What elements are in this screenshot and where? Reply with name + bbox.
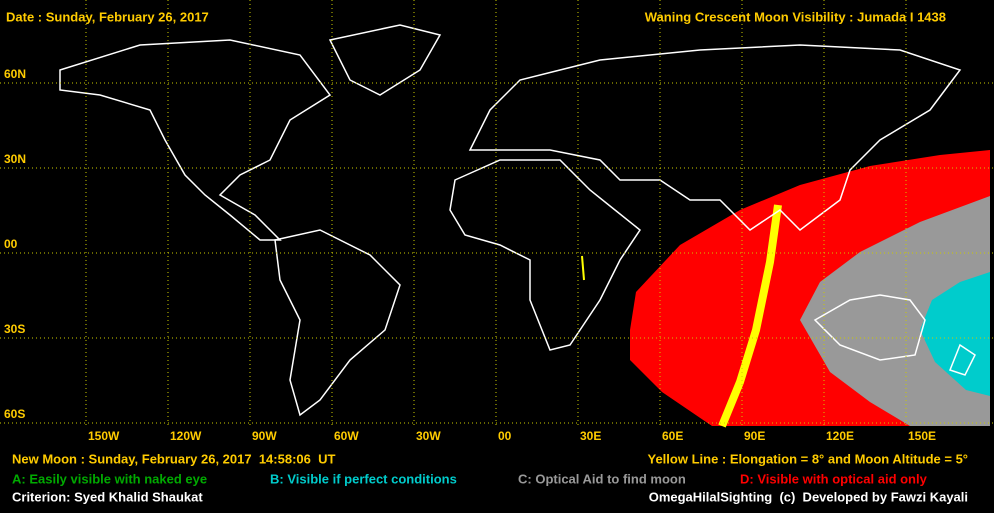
- longitude-label: 60W: [334, 429, 359, 443]
- longitude-label: 150W: [88, 429, 120, 443]
- longitude-label: 30E: [580, 429, 601, 443]
- legend-c: C: Optical Aid to find moon: [518, 471, 686, 486]
- latitude-label: 30N: [4, 152, 26, 166]
- map-title: Waning Crescent Moon Visibility : Jumada…: [645, 9, 946, 24]
- latitude-label: 00: [4, 237, 18, 251]
- legend-b: B: Visible if perfect conditions: [270, 471, 457, 486]
- yellow-line-note: Yellow Line : Elongation = 8° and Moon A…: [648, 451, 969, 466]
- longitude-label: 30W: [416, 429, 441, 443]
- yellow-line-africa: [581, 255, 585, 281]
- new-moon: New Moon : Sunday, February 26, 2017 14:…: [12, 451, 335, 466]
- longitude-label: 90E: [744, 429, 765, 443]
- date-label: Date : Sunday, February 26, 2017: [6, 9, 209, 24]
- latitude-label: 60N: [4, 67, 26, 81]
- latitude-label: 60S: [4, 407, 25, 421]
- continents: [59, 24, 976, 417]
- graticule: 60N 30N 00 30S 60S 150W 120W 90W 60W 30W 00 30E 60E 9…: [0, 0, 994, 443]
- criterion: Criterion: Syed Khalid Shaukat: [12, 489, 203, 504]
- yellow-line: [718, 204, 782, 428]
- longitude-label: 60E: [662, 429, 683, 443]
- longitude-label: 120E: [826, 429, 854, 443]
- credit: OmegaHilalSighting (c) Developed by Fawz…: [649, 489, 968, 504]
- legend-a: A: Easily visible with naked eye: [12, 471, 207, 486]
- zone-b: [920, 272, 990, 396]
- legend-d: D: Visible with optical aid only: [740, 471, 928, 486]
- longitude-label: 150E: [908, 429, 936, 443]
- longitude-label: 90W: [252, 429, 277, 443]
- latitude-label: 30S: [4, 322, 25, 336]
- longitude-label: 00: [498, 429, 512, 443]
- longitude-label: 120W: [170, 429, 202, 443]
